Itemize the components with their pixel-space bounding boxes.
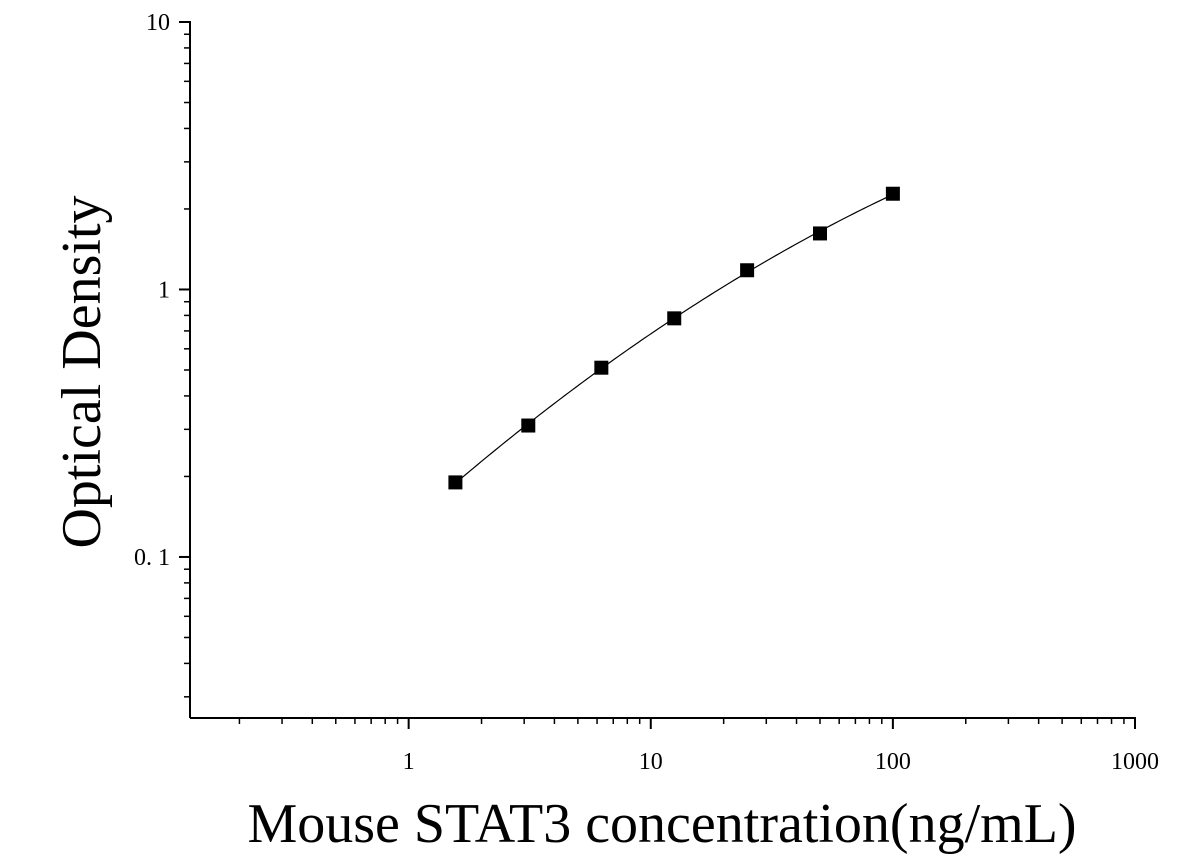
x-tick-label: 1 (403, 749, 415, 775)
data-point-marker (813, 226, 827, 241)
x-tick-label: 10 (639, 749, 663, 775)
x-tick-label: 1000 (1111, 749, 1159, 775)
plot-area: 1 10 100 1000 0. 1 1 10 (134, 10, 1159, 775)
data-point-marker (740, 263, 755, 278)
data-point-marker (448, 475, 463, 490)
x-axis-title: Mouse STAT3 concentration(ng/mL) (247, 793, 1076, 855)
fit-curve (455, 193, 894, 484)
y-tick-label: 1 (158, 277, 170, 303)
y-axis-title: Optical Density (51, 195, 113, 548)
y-tick-label: 0. 1 (134, 545, 170, 571)
data-point-marker (885, 186, 900, 201)
data-point-marker (594, 360, 609, 375)
data-point-marker (521, 418, 536, 433)
data-point-marker (667, 311, 682, 326)
x-tick-label: 100 (875, 749, 911, 775)
y-tick-label: 10 (146, 10, 170, 36)
